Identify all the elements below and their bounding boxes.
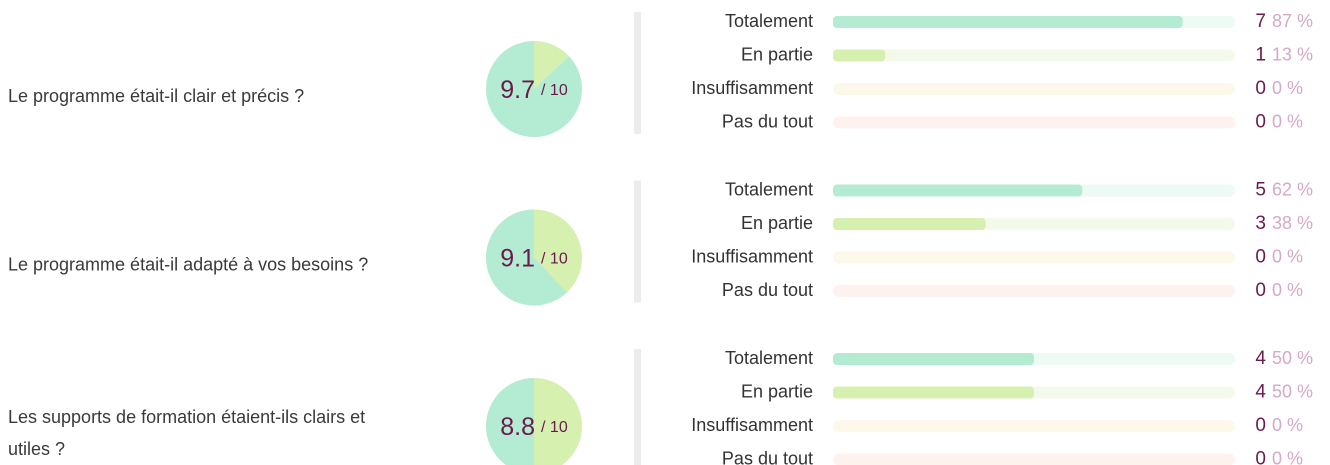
answer-label: En partie <box>741 44 813 64</box>
answer-label: Insuffisamment <box>691 78 813 98</box>
answer-count: 4 <box>1255 348 1266 369</box>
score-max: / 10 <box>541 251 568 268</box>
answer-percent: 13 % <box>1272 44 1313 64</box>
divider <box>634 12 641 134</box>
answer-count: 1 <box>1255 45 1266 66</box>
answer-label: En partie <box>741 381 813 401</box>
score-max: / 10 <box>541 82 568 99</box>
bar <box>833 16 1183 28</box>
bar-track <box>833 285 1235 297</box>
bar <box>833 184 1083 197</box>
answer-count: 7 <box>1255 11 1266 32</box>
answer-label: Totalement <box>725 179 813 199</box>
answer-label: Insuffisamment <box>691 246 813 266</box>
answer-count: 3 <box>1255 213 1266 234</box>
answer-label: Insuffisamment <box>691 415 813 435</box>
answer-label: Pas du tout <box>722 111 813 131</box>
bar-track <box>833 251 1235 264</box>
answer-count: 5 <box>1255 180 1266 201</box>
answer-count: 0 <box>1255 280 1266 301</box>
answer-percent: 0 % <box>1272 415 1303 435</box>
pie-slice <box>486 209 567 306</box>
score-value: 9.7 <box>500 76 535 104</box>
pie-slice <box>485 41 582 138</box>
answer-percent: 50 % <box>1272 348 1313 368</box>
answer-percent: 38 % <box>1272 213 1313 233</box>
bar <box>833 386 1034 399</box>
answer-count: 0 <box>1255 112 1266 133</box>
bar-track <box>833 83 1235 95</box>
question-label: Le programme était-il clair et précis ? <box>8 86 304 106</box>
bar <box>833 353 1034 365</box>
divider <box>634 180 641 303</box>
score-max: / 10 <box>541 419 568 436</box>
bar-track <box>833 420 1235 432</box>
answer-percent: 0 % <box>1272 111 1303 131</box>
pie-slice <box>534 41 569 89</box>
answer-count: 0 <box>1255 449 1266 465</box>
divider <box>634 349 641 465</box>
bar <box>833 218 986 230</box>
answer-count: 0 <box>1255 247 1266 268</box>
score-value: 8.8 <box>500 413 535 441</box>
answer-label: En partie <box>741 213 813 233</box>
answer-percent: 0 % <box>1272 78 1303 98</box>
answer-label: Pas du tout <box>722 280 813 300</box>
score: 9.1 / 10 <box>500 244 568 272</box>
answer-label: Totalement <box>725 11 813 31</box>
answer-percent: 0 % <box>1272 280 1303 300</box>
answer-count: 0 <box>1255 415 1266 436</box>
question-label: Le programme était-il adapté à vos besoi… <box>8 254 368 274</box>
score-value: 9.1 <box>500 244 535 272</box>
bar-track <box>833 116 1235 129</box>
bar <box>833 49 886 62</box>
answer-percent: 0 % <box>1272 448 1303 465</box>
score: 8.8 / 10 <box>500 413 568 441</box>
answer-label: Totalement <box>725 348 813 368</box>
pie-slice <box>534 209 583 293</box>
pie-slice <box>486 378 534 465</box>
answer-percent: 62 % <box>1272 179 1313 199</box>
answer-label: Pas du tout <box>722 448 813 465</box>
question-label: Les supports de formation étaient-ils cl… <box>8 407 365 427</box>
question-label: utiles ? <box>8 439 65 459</box>
bar-track <box>833 49 1235 62</box>
score: 9.7 / 10 <box>500 76 568 104</box>
pie-slice <box>534 378 582 465</box>
answer-count: 0 <box>1255 78 1266 99</box>
answer-percent: 50 % <box>1272 381 1313 401</box>
answer-percent: 87 % <box>1272 11 1313 31</box>
answer-count: 4 <box>1255 382 1266 403</box>
answer-percent: 0 % <box>1272 246 1303 266</box>
bar-track <box>833 453 1235 465</box>
